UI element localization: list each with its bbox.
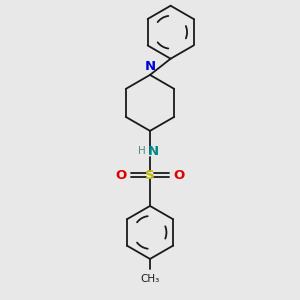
Text: O: O xyxy=(174,169,185,182)
Text: CH₃: CH₃ xyxy=(140,274,160,284)
Text: N: N xyxy=(144,60,156,74)
Text: H: H xyxy=(138,146,146,156)
Text: S: S xyxy=(145,169,155,182)
Text: N: N xyxy=(147,145,158,158)
Text: O: O xyxy=(115,169,126,182)
